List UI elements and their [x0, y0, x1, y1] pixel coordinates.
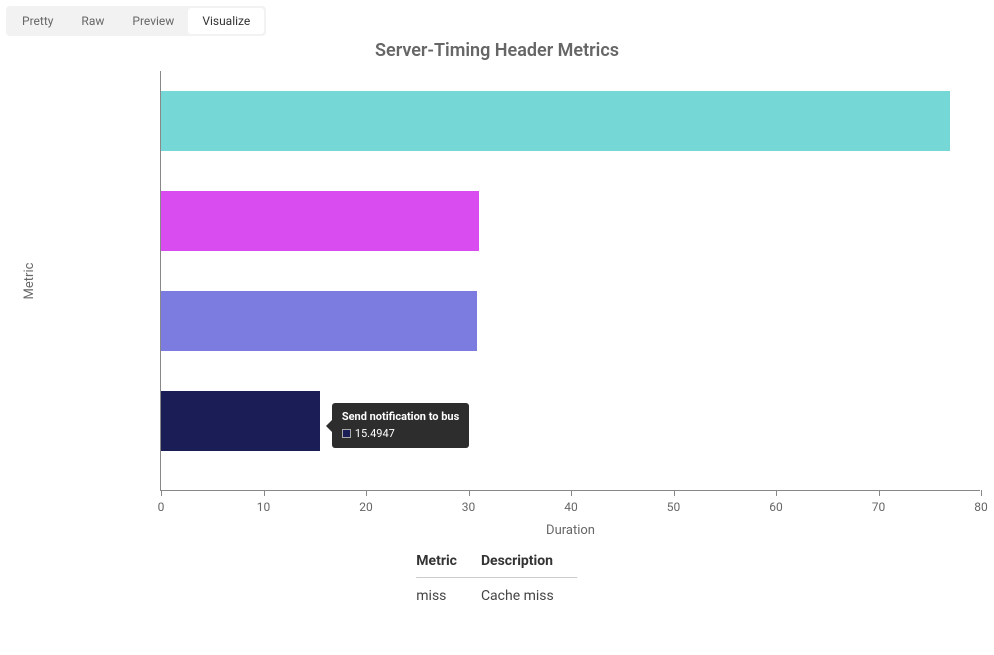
- chart-title: Server-Timing Header Metrics: [0, 40, 994, 61]
- x-tick: [879, 490, 880, 496]
- x-tick-label: 60: [769, 500, 783, 514]
- tooltip-value: 15.4947: [342, 426, 459, 443]
- chart-plot-area: Database queriesExternal metric timingCa…: [160, 71, 980, 491]
- y-axis-title: Metric: [22, 262, 37, 299]
- bar[interactable]: [161, 191, 479, 251]
- tab-raw[interactable]: Raw: [67, 8, 118, 34]
- metrics-table: MetricDescription missCache miss: [416, 545, 577, 612]
- tooltip-title: Send notification to bus: [342, 409, 459, 426]
- bar[interactable]: [161, 91, 950, 151]
- x-tick-label: 70: [872, 500, 886, 514]
- x-tick-label: 10: [257, 500, 271, 514]
- bar[interactable]: [161, 391, 320, 451]
- table-row: missCache miss: [416, 578, 577, 613]
- view-tabs: PrettyRawPreviewVisualize: [6, 6, 266, 36]
- x-tick: [981, 490, 982, 496]
- tooltip: Send notification to bus15.4947: [332, 403, 469, 448]
- bar[interactable]: [161, 291, 477, 351]
- x-tick-label: 80: [974, 500, 988, 514]
- x-tick-label: 50: [667, 500, 681, 514]
- x-tick: [264, 490, 265, 496]
- x-tick: [469, 490, 470, 496]
- chart-container: Server-Timing Header Metrics Database qu…: [0, 40, 994, 491]
- table-header: Description: [481, 545, 578, 578]
- x-tick: [366, 490, 367, 496]
- tab-visualize[interactable]: Visualize: [188, 8, 264, 34]
- x-tick-label: 0: [158, 500, 165, 514]
- x-tick-label: 20: [359, 500, 373, 514]
- table-header: Metric: [416, 545, 481, 578]
- x-tick: [571, 490, 572, 496]
- x-axis-title: Duration: [546, 523, 595, 538]
- x-tick-label: 40: [564, 500, 578, 514]
- table-cell: miss: [416, 578, 481, 613]
- table-cell: Cache miss: [481, 578, 578, 613]
- tooltip-swatch: [342, 429, 351, 438]
- x-tick: [776, 490, 777, 496]
- x-tick-label: 30: [462, 500, 476, 514]
- x-tick: [674, 490, 675, 496]
- x-tick: [161, 490, 162, 496]
- tab-pretty[interactable]: Pretty: [8, 8, 67, 34]
- tab-preview[interactable]: Preview: [118, 8, 188, 34]
